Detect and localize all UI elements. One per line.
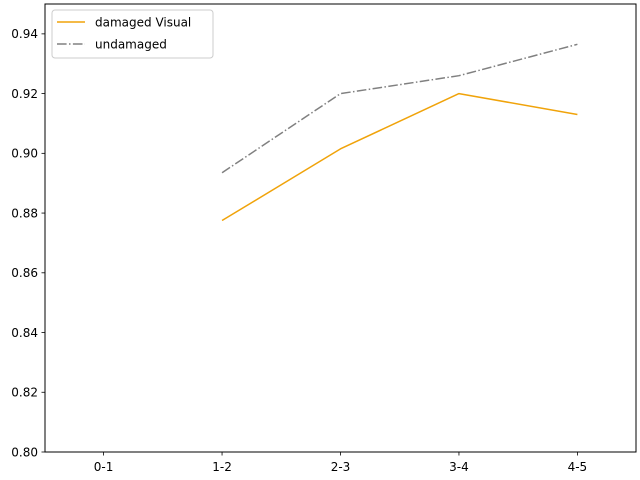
y-tick-label: 0.86	[11, 266, 38, 280]
y-tick-label: 0.88	[11, 206, 38, 220]
legend-label: undamaged	[95, 37, 167, 51]
x-tick-label: 4-5	[568, 460, 588, 474]
legend: damaged Visual undamaged	[51, 9, 214, 59]
x-axis: 0-1 1-2 2-3 3-4 4-5	[94, 452, 587, 474]
series-line-undamaged	[221, 43, 578, 174]
series-layer	[221, 43, 578, 222]
series-line-damaged-visual	[221, 92, 578, 222]
y-tick-label: 0.94	[11, 27, 38, 41]
y-axis: 0.80 0.82 0.84 0.86 0.88 0.90 0.92 0.94	[11, 27, 45, 459]
plot-area-frame	[44, 3, 637, 453]
y-tick-label: 0.82	[11, 386, 38, 400]
x-tick-label: 0-1	[94, 460, 114, 474]
x-tick-label: 3-4	[449, 460, 469, 474]
y-tick-label: 0.84	[11, 326, 38, 340]
x-tick-label: 1-2	[212, 460, 232, 474]
y-tick-label: 0.90	[11, 147, 38, 161]
x-tick-label: 2-3	[331, 460, 351, 474]
legend-box	[51, 9, 214, 59]
legend-label: damaged Visual	[95, 15, 191, 29]
y-tick-label: 0.80	[11, 445, 38, 459]
y-tick-label: 0.92	[11, 87, 38, 101]
